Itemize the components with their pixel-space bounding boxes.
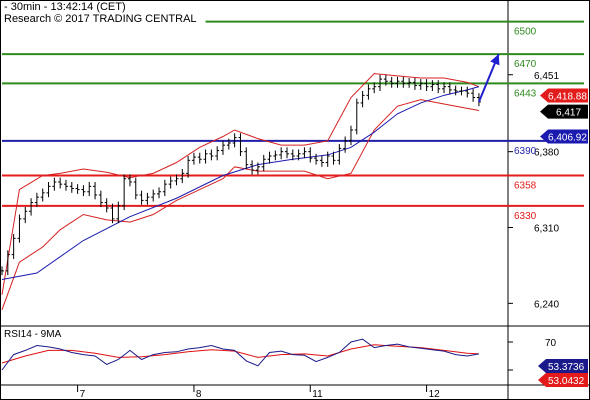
last-value-box-ma xyxy=(540,129,588,144)
last-value-box-band xyxy=(540,88,588,103)
rsi-last-label-rsi_ma: 53.0432 xyxy=(548,376,585,387)
x-tick-label: 11 xyxy=(312,389,323,400)
level-label-6500: 6500 xyxy=(514,27,537,38)
level-label-6470: 6470 xyxy=(514,59,537,70)
rsi-last-box-rsi xyxy=(538,359,588,373)
last-value-label-band: 6,418.88 xyxy=(548,92,587,103)
moving-average-line xyxy=(1,86,480,280)
rsi-line xyxy=(1,338,479,371)
y-tick-label: 6,380 xyxy=(534,148,559,159)
header-copyright: Research © 2017 TRADING CENTRAL xyxy=(4,13,197,25)
level-label-6443: 6443 xyxy=(514,88,537,99)
level-label-6358: 6358 xyxy=(514,181,537,192)
rsi-last-label-rsi: 53.3736 xyxy=(548,362,585,373)
last-value-label-last: 6,417 xyxy=(556,108,581,119)
forecast-arrow-head xyxy=(490,54,500,66)
y-tick-label: 6,451 xyxy=(534,71,559,82)
level-label-6390: 6390 xyxy=(514,146,537,157)
bollinger-upper-line xyxy=(1,73,480,295)
header-timeframe: - 30min - 13:42:14 (CET) xyxy=(4,1,126,13)
y-tick-label: 6,310 xyxy=(534,224,559,235)
price-bars xyxy=(0,74,481,276)
rsi-title: RSI14 - 9MA xyxy=(4,329,62,340)
level-label-6330: 6330 xyxy=(514,211,537,222)
last-value-label-ma: 6,406.92 xyxy=(548,133,587,144)
y-tick-label: 6,240 xyxy=(534,299,559,310)
rsi-ma-line xyxy=(1,344,479,364)
x-tick-label: 12 xyxy=(429,389,441,400)
x-tick-label: 8 xyxy=(196,389,202,400)
last-value-box-last xyxy=(540,104,588,119)
x-tick-label: 7 xyxy=(80,389,86,400)
bollinger-lower-line xyxy=(1,99,479,311)
rsi-last-box-rsi_ma xyxy=(538,373,588,387)
rsi-y-tick-label: 70 xyxy=(545,338,557,349)
